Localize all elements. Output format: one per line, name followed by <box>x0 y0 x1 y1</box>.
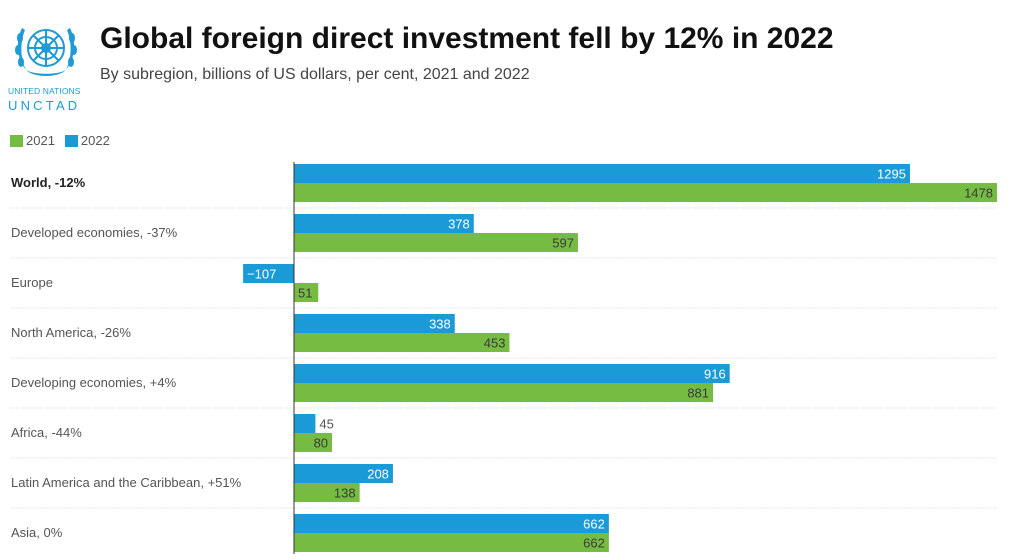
legend-item-2022: 2022 <box>64 133 110 148</box>
bar-2021-africa-44 <box>294 433 333 452</box>
data-label-2022-asia-0: 662 <box>583 517 605 532</box>
data-label-2021-africa-44: 80 <box>314 436 328 451</box>
bar-2022-north-america-26 <box>294 314 455 333</box>
bar-2021-latin-america-and-the-caribbean-51 <box>294 483 360 502</box>
category-label-asia-0: Asia, 0% <box>11 525 63 540</box>
category-label-latin-america-and-the-caribbean-51: Latin America and the Caribbean, +51% <box>11 475 242 490</box>
un-emblem-icon <box>15 28 77 76</box>
data-label-2021-north-america-26: 453 <box>484 336 506 351</box>
bar-2022-africa-44 <box>294 414 316 433</box>
data-label-2021-developed-economies-37: 597 <box>552 236 574 251</box>
chart-legend: 2021 2022 <box>10 133 120 148</box>
bar-2021-asia-0 <box>294 533 609 552</box>
chart-title: Global foreign direct investment fell by… <box>100 22 834 55</box>
legend-swatch-2021 <box>10 134 23 147</box>
data-label-2022-developing-economies-4: 916 <box>704 367 726 382</box>
bar-2021-developed-economies-37 <box>294 233 578 252</box>
legend-label-2021: 2021 <box>26 133 55 148</box>
logo-acronym: UNCTAD <box>8 98 81 113</box>
data-label-2022-north-america-26: 338 <box>429 317 451 332</box>
legend-label-2022: 2022 <box>80 133 110 148</box>
category-label-developed-economies-37: Developed economies, -37% <box>11 225 178 240</box>
data-label-2021-asia-0: 662 <box>583 536 605 551</box>
category-label-developing-economies-4: Developing economies, +4% <box>11 375 177 390</box>
bar-2021-world-12 <box>294 183 997 202</box>
category-label-africa-44: Africa, -44% <box>11 425 82 440</box>
category-label-north-america-26: North America, -26% <box>11 325 131 340</box>
data-label-2022-europe: −107 <box>247 267 276 282</box>
bar-2022-latin-america-and-the-caribbean-51 <box>294 464 393 483</box>
data-label-2022-africa-44: 45 <box>319 417 333 432</box>
logo-org-name: UNITED NATIONS <box>8 86 81 96</box>
data-label-2022-world-12: 1295 <box>877 167 906 182</box>
bar-2021-developing-economies-4 <box>294 383 714 402</box>
bar-2022-developing-economies-4 <box>294 364 730 383</box>
bar-2022-asia-0 <box>294 514 609 533</box>
legend-item-2021: 2021 <box>10 133 55 148</box>
data-label-2021-developing-economies-4: 881 <box>687 386 709 401</box>
data-label-2022-developed-economies-37: 378 <box>448 217 470 232</box>
bar-2021-europe <box>294 283 319 302</box>
bar-2022-europe <box>243 264 294 283</box>
chart-subtitle: By subregion, billions of US dollars, pe… <box>100 66 530 83</box>
data-label-2022-latin-america-and-the-caribbean-51: 208 <box>367 467 389 482</box>
bar-2021-north-america-26 <box>294 333 510 352</box>
data-label-2021-europe: 51 <box>298 286 312 301</box>
unctad-logo: UNITED NATIONS UNCTAD <box>8 18 88 118</box>
bar-2022-world-12 <box>294 164 910 183</box>
category-label-world-12: World, -12% <box>11 175 86 190</box>
data-label-2021-latin-america-and-the-caribbean-51: 138 <box>334 486 356 501</box>
category-label-europe: Europe <box>11 275 53 290</box>
legend-swatch-2022 <box>64 134 78 147</box>
bar-2022-developed-economies-37 <box>294 214 474 233</box>
data-label-2021-world-12: 1478 <box>964 186 993 201</box>
